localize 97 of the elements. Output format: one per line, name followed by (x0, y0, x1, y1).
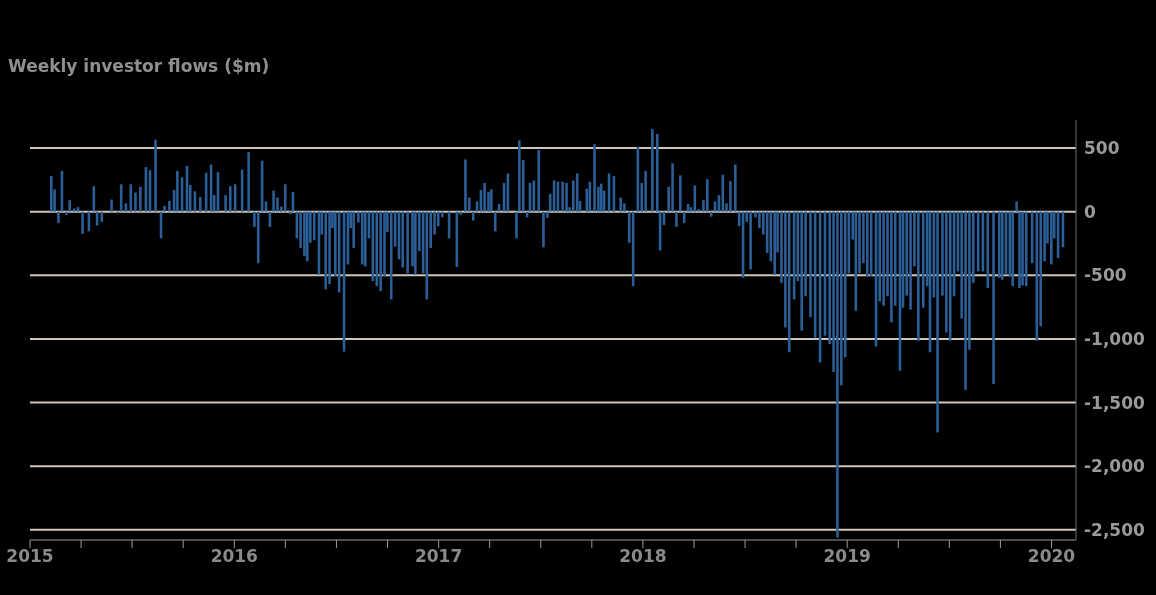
bar (65, 211, 68, 215)
bar (565, 183, 568, 212)
bar (76, 207, 80, 212)
x-tick-label: 2019 (823, 546, 871, 567)
bar (1011, 211, 1015, 287)
bar (644, 170, 647, 212)
bar (364, 211, 367, 267)
bar (865, 211, 869, 277)
bar (682, 211, 686, 224)
bar (537, 149, 541, 212)
bar (997, 211, 1001, 278)
y-tick-label: -500 (1084, 265, 1127, 286)
bar (706, 179, 709, 212)
bar (256, 211, 260, 264)
bar (619, 197, 622, 212)
bar (964, 211, 967, 390)
bar (312, 211, 316, 241)
bar (655, 134, 659, 212)
bar (464, 159, 467, 212)
bar (163, 205, 166, 212)
bar (515, 211, 518, 239)
bar (414, 211, 417, 275)
bar (352, 211, 355, 248)
bar (909, 211, 912, 310)
bar (360, 211, 364, 265)
bar (134, 192, 137, 212)
x-tick-label: 2016 (210, 546, 258, 567)
bar (283, 184, 287, 212)
bar (890, 211, 893, 323)
bar (401, 211, 404, 268)
bar (836, 211, 839, 538)
bar (247, 151, 250, 212)
bar (389, 211, 393, 300)
bar (303, 211, 306, 257)
x-tick-label: 2017 (414, 546, 463, 567)
x-tick-label: 2020 (1027, 546, 1076, 567)
bar (542, 211, 545, 248)
bar (948, 211, 952, 341)
bar (110, 199, 113, 212)
bar (483, 183, 486, 212)
bar (599, 183, 603, 212)
bar (773, 211, 777, 275)
bar (1050, 211, 1053, 265)
y-tick-label: -1,000 (1084, 328, 1145, 349)
bar (1001, 211, 1004, 280)
bar (593, 144, 596, 212)
bar (936, 211, 939, 433)
bar (917, 211, 920, 341)
bar (671, 163, 674, 212)
bar (561, 181, 564, 212)
bar (921, 211, 925, 308)
bar (749, 211, 752, 270)
bar (198, 197, 202, 212)
bar (81, 211, 84, 234)
y-tick-label: -2,000 (1084, 456, 1145, 477)
bar (129, 184, 133, 212)
bar (139, 186, 142, 212)
bar (154, 139, 157, 212)
bar (375, 211, 379, 287)
bar (787, 211, 791, 353)
bar (490, 189, 493, 212)
bar (168, 200, 171, 212)
bar (57, 211, 60, 224)
bar (1021, 211, 1024, 286)
y-tick-label: 500 (1084, 138, 1120, 159)
bar (729, 181, 732, 212)
bar (734, 164, 737, 212)
bar (809, 211, 812, 318)
y-tick-label: -2,500 (1084, 519, 1145, 540)
bar (379, 211, 382, 292)
bar (100, 211, 104, 222)
bar (675, 211, 678, 227)
bar (651, 128, 654, 212)
bar (518, 140, 521, 212)
bar (493, 211, 497, 232)
bar (272, 190, 275, 212)
x-tick-label: 2015 (6, 546, 54, 567)
bar (228, 186, 232, 212)
bar (328, 211, 331, 285)
bar (406, 211, 409, 274)
bar (992, 211, 995, 385)
bar (882, 211, 885, 306)
y-tick-label: -1,500 (1084, 392, 1145, 413)
chart-title: Weekly investor flows ($m) (8, 56, 270, 76)
bar (224, 195, 227, 212)
bar (306, 211, 309, 262)
x-tick-label: 2018 (619, 546, 667, 567)
bar (1015, 201, 1018, 212)
bar (324, 211, 327, 290)
bar (679, 175, 682, 212)
bar (176, 170, 179, 212)
bar (73, 208, 76, 212)
bar (50, 176, 53, 212)
bar (800, 211, 803, 331)
bar (68, 200, 71, 212)
y-tick-label: 0 (1084, 201, 1096, 222)
bar (1018, 211, 1021, 288)
